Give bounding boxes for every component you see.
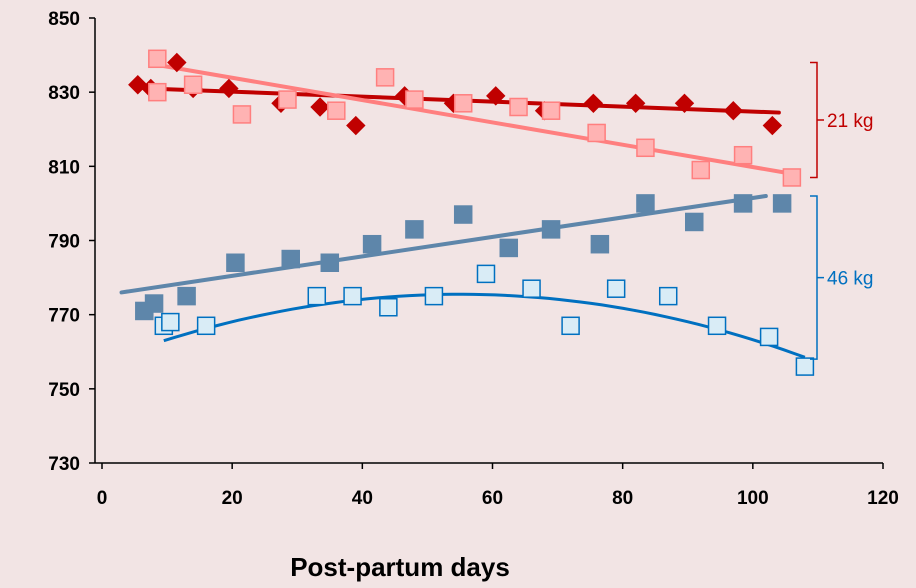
point-s1-14: [733, 145, 753, 165]
point-s2-1: [144, 294, 164, 313]
x-tick-label-80: 80: [612, 488, 633, 509]
trendline-3: [163, 292, 806, 359]
point-s1-12: [636, 138, 655, 158]
point-s1-1: [148, 82, 167, 102]
point-s1-8: [453, 94, 473, 113]
point-s2-8: [453, 205, 473, 224]
point-s3-7: [476, 264, 496, 284]
point-s0-10: [486, 86, 506, 106]
y-tick-label-810: 810: [48, 157, 80, 178]
point-s2-9: [499, 238, 519, 258]
bracket-label-0: 21 kg: [827, 111, 873, 132]
bracket-1: [810, 195, 824, 360]
bracket-label-1: 46 kg: [827, 269, 873, 290]
x-tick-label-40: 40: [352, 488, 373, 509]
y-tick-label-850: 850: [48, 9, 80, 30]
point-s1-0: [148, 49, 167, 69]
ticks: [89, 17, 884, 469]
point-s0-13: [625, 93, 646, 113]
point-s1-3: [232, 105, 252, 124]
y-tick-label-730: 730: [48, 454, 80, 475]
tick-labels: 730 750 770 790 810 830 850 0 20 40 60 80 100 120: [48, 9, 899, 509]
point-s1-9: [509, 97, 528, 117]
point-s0-16: [762, 115, 783, 136]
x-tick-label-100: 100: [737, 488, 769, 509]
point-s3-10: [606, 279, 626, 298]
y-tick-label-750: 750: [48, 380, 80, 401]
point-s0-15: [723, 101, 744, 121]
point-s2-12: [636, 194, 655, 213]
point-s1-6: [375, 68, 395, 87]
point-s0-6: [310, 97, 330, 117]
point-s3-14: [795, 357, 815, 376]
y-tick-label-830: 830: [48, 83, 80, 104]
y-tick-label-790: 790: [48, 232, 80, 253]
point-s0-2: [167, 52, 187, 73]
point-s3-6: [424, 286, 444, 306]
markers: [128, 49, 815, 376]
point-s1-7: [405, 90, 424, 109]
point-s3-3: [307, 286, 327, 306]
point-s1-15: [782, 168, 802, 187]
point-s2-3: [226, 253, 245, 272]
point-s2-6: [362, 234, 382, 254]
point-s2-5: [320, 253, 340, 272]
point-s0-12: [583, 93, 604, 113]
point-s0-7: [346, 115, 366, 136]
point-s2-10: [541, 220, 561, 239]
point-s2-15: [772, 194, 792, 213]
point-s2-14: [733, 194, 753, 213]
x-tick-label-60: 60: [482, 488, 503, 509]
point-s3-8: [522, 279, 541, 298]
point-s1-13: [691, 160, 711, 180]
x-tick-label-0: 0: [97, 488, 108, 509]
x-axis-title: Post-partum days: [290, 552, 510, 582]
point-s1-2: [183, 75, 203, 94]
point-s3-5: [379, 298, 398, 317]
axes: [94, 18, 883, 464]
point-s3-2: [196, 316, 216, 336]
point-s0-4: [219, 78, 239, 99]
x-tick-label-20: 20: [222, 488, 243, 509]
point-s3-11: [658, 286, 678, 306]
point-s1-4: [278, 90, 297, 109]
point-s3-13: [759, 327, 779, 347]
point-s2-13: [685, 212, 704, 232]
point-s1-5: [327, 101, 346, 120]
point-s2-4: [281, 249, 300, 269]
point-s3-4: [343, 286, 362, 306]
point-s1-11: [587, 123, 606, 143]
point-s3-9: [561, 316, 580, 336]
point-s3-12: [707, 316, 727, 336]
point-s2-11: [590, 234, 610, 254]
point-s1-10: [541, 101, 561, 120]
trendline-2: [119, 194, 768, 295]
point-s2-2: [177, 286, 196, 306]
bracket-0: [810, 61, 824, 179]
point-s2-7: [405, 220, 424, 239]
brackets: 21 kg 46 kg: [810, 61, 873, 360]
point-s0-14: [674, 93, 695, 113]
trendline-1: [152, 62, 794, 176]
point-s3-1: [161, 312, 180, 332]
y-tick-label-770: 770: [48, 306, 80, 327]
x-tick-label-120: 120: [867, 488, 899, 509]
